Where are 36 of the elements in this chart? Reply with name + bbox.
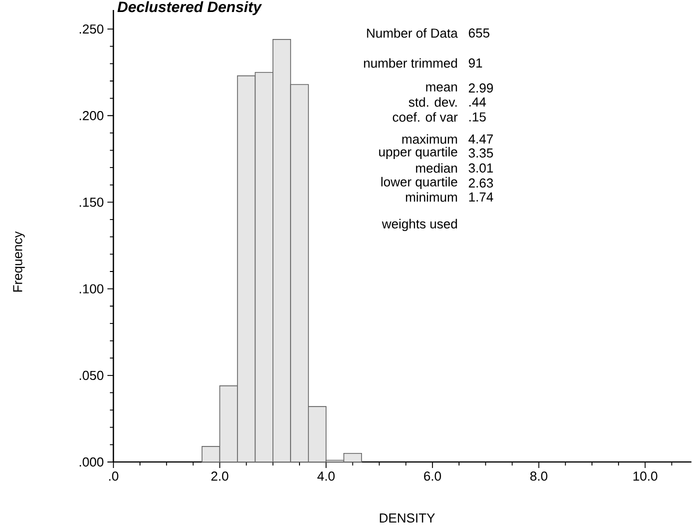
y-tick-label: .250 [80, 24, 104, 34]
annotation: 2.63 [468, 178, 493, 188]
annotation: .15 [469, 112, 486, 122]
x-tick-label: 2.0 [211, 472, 228, 481]
annotation: minimum [406, 192, 457, 202]
annotation: mean [426, 84, 457, 92]
annotation: weights used [382, 218, 457, 232]
y-tick-label: .150 [80, 198, 104, 207]
y-tick-label: .050 [80, 370, 104, 380]
annotation: 4.47 [468, 134, 493, 144]
x-tick-label: 8.0 [530, 472, 548, 481]
annotation: .44 [469, 98, 486, 106]
annotation: std. dev. [408, 97, 457, 107]
annotation: maximum [402, 134, 457, 144]
x-tick-label: 6.0 [424, 472, 441, 481]
annotation: lower quartile [381, 176, 458, 190]
y-tick-label: .000 [80, 457, 104, 467]
y-axis-title: Frequency [13, 231, 25, 292]
y-tick-label: .100 [80, 284, 104, 294]
annotation: Number of Data [367, 28, 458, 38]
annotation: median [416, 163, 457, 173]
annotation: 1.74 [469, 192, 494, 202]
annotation: 2.99 [468, 83, 493, 93]
annotation: number trimmed [364, 58, 457, 68]
x-tick-label: 4.0 [317, 472, 335, 481]
y-tick-label: .200 [80, 111, 104, 120]
annotation: coef. of var [392, 112, 458, 122]
annotation: 91 [468, 58, 482, 68]
annotation: 655 [468, 28, 490, 38]
chart-title: Declustered Density [117, 1, 262, 16]
x-tick-label: .0 [109, 472, 118, 481]
annotation: upper quartile [379, 146, 458, 160]
x-tick-label: 10.0 [633, 472, 658, 481]
x-axis-title: DENSITY [380, 513, 435, 523]
annotation: 3.35 [468, 148, 493, 158]
annotation: 3.01 [468, 163, 493, 173]
